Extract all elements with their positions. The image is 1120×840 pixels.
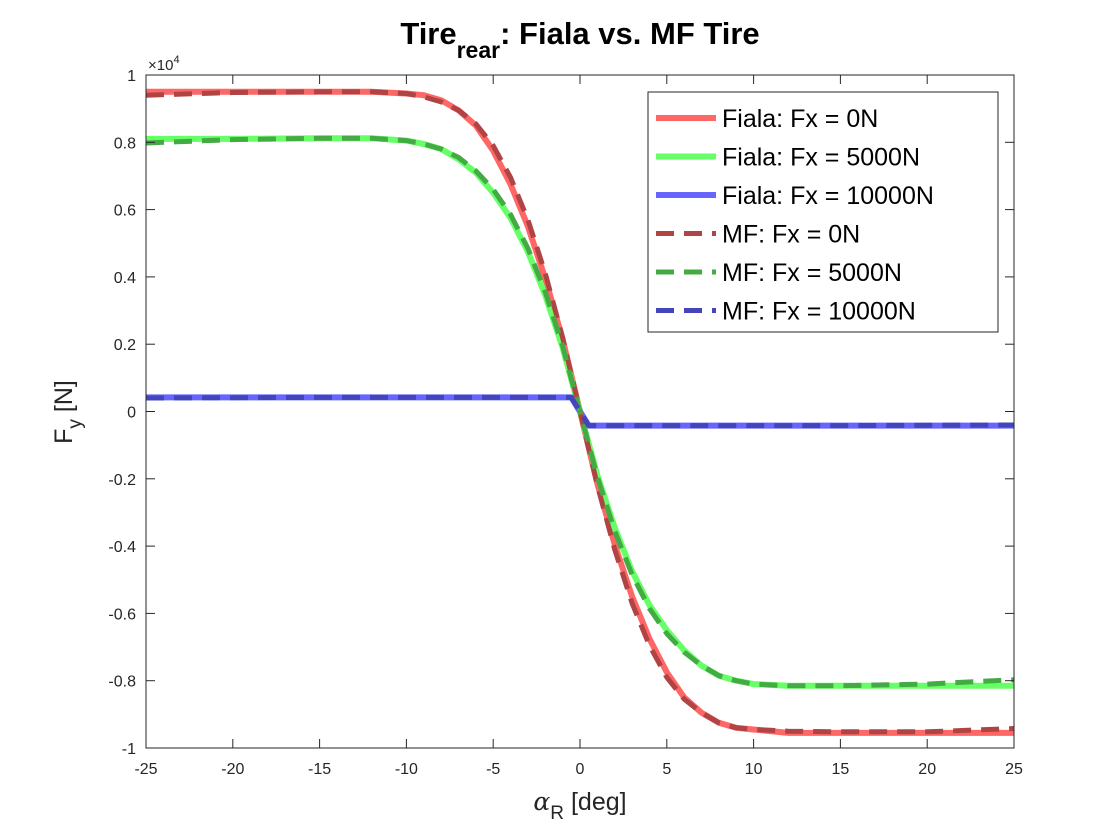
y-tick-label: -0.8 xyxy=(108,674,136,691)
x-axis-label-symbol: α xyxy=(533,787,550,816)
y-tick-label: -0.4 xyxy=(108,539,136,556)
y-exponent-base: ×10 xyxy=(148,57,173,74)
x-tick-label: 5 xyxy=(662,761,671,778)
chart-title-rest: : Fiala vs. MF Tire xyxy=(500,16,760,51)
series-line-6 xyxy=(145,394,1015,429)
x-axis-label-subscript: R xyxy=(550,803,564,824)
y-axis-label-rest: [N] xyxy=(50,380,78,419)
y-tick-label: -0.2 xyxy=(108,472,136,489)
x-tick-label: -5 xyxy=(486,761,500,778)
y-tick-label: 0.6 xyxy=(114,203,136,220)
x-axis-label: αR [deg] xyxy=(533,787,626,824)
y-tick-label: 0.8 xyxy=(114,135,136,152)
y-axis-label-base: F xyxy=(50,429,78,444)
y-tick-label: 0 xyxy=(127,405,136,422)
y-exponent-label: ×104 xyxy=(148,54,180,74)
y-tick-label: 0.4 xyxy=(114,270,136,287)
legend-box xyxy=(647,91,999,333)
y-axis-label-subscript: y xyxy=(65,419,86,429)
chart-title-base: Tire xyxy=(400,16,456,51)
x-tick-label: -10 xyxy=(395,761,418,778)
x-tick-label: 20 xyxy=(918,761,936,778)
y-tick-label: 0.2 xyxy=(114,337,136,354)
x-tick-label: 25 xyxy=(1005,761,1023,778)
x-tick-label: -25 xyxy=(134,761,157,778)
legend-label-4: MF: Fx = 0N xyxy=(722,221,860,249)
chart-title-subscript: rear xyxy=(457,37,501,63)
legend-label-3: Fiala: Fx = 10000N xyxy=(722,182,934,210)
x-tick-label: -20 xyxy=(221,761,244,778)
legend-label-6: MF: Fx = 10000N xyxy=(722,298,916,326)
x-tick-label: 15 xyxy=(832,761,850,778)
x-tick-label: 10 xyxy=(745,761,763,778)
x-axis-label-rest: [deg] xyxy=(564,788,627,816)
x-tick-label: -15 xyxy=(308,761,331,778)
y-exponent-power: 4 xyxy=(173,54,179,66)
y-tick-label: 1 xyxy=(127,68,136,85)
x-tick-label: 0 xyxy=(576,761,585,778)
y-axis-label: Fy [N] xyxy=(50,380,86,444)
legend-label-2: Fiala: Fx = 5000N xyxy=(722,144,920,172)
chart-title: Tirerear: Fiala vs. MF Tire xyxy=(400,16,759,63)
y-tick-label: -1 xyxy=(122,741,136,758)
legend: Fiala: Fx = 0N Fiala: Fx = 5000N Fiala: Fx… xyxy=(647,91,999,333)
legend-label-5: MF: Fx = 5000N xyxy=(722,259,902,287)
legend-label-1: Fiala: Fx = 0N xyxy=(722,105,878,133)
ticks-layer: -25 -20 -15 -10 -5 0 5 10 15 20 25-1-0.8-0.6-0.4-0… xyxy=(108,68,1023,778)
series-layer xyxy=(145,88,1015,736)
y-tick-label: -0.6 xyxy=(108,606,136,623)
series-line-5 xyxy=(145,135,1015,689)
